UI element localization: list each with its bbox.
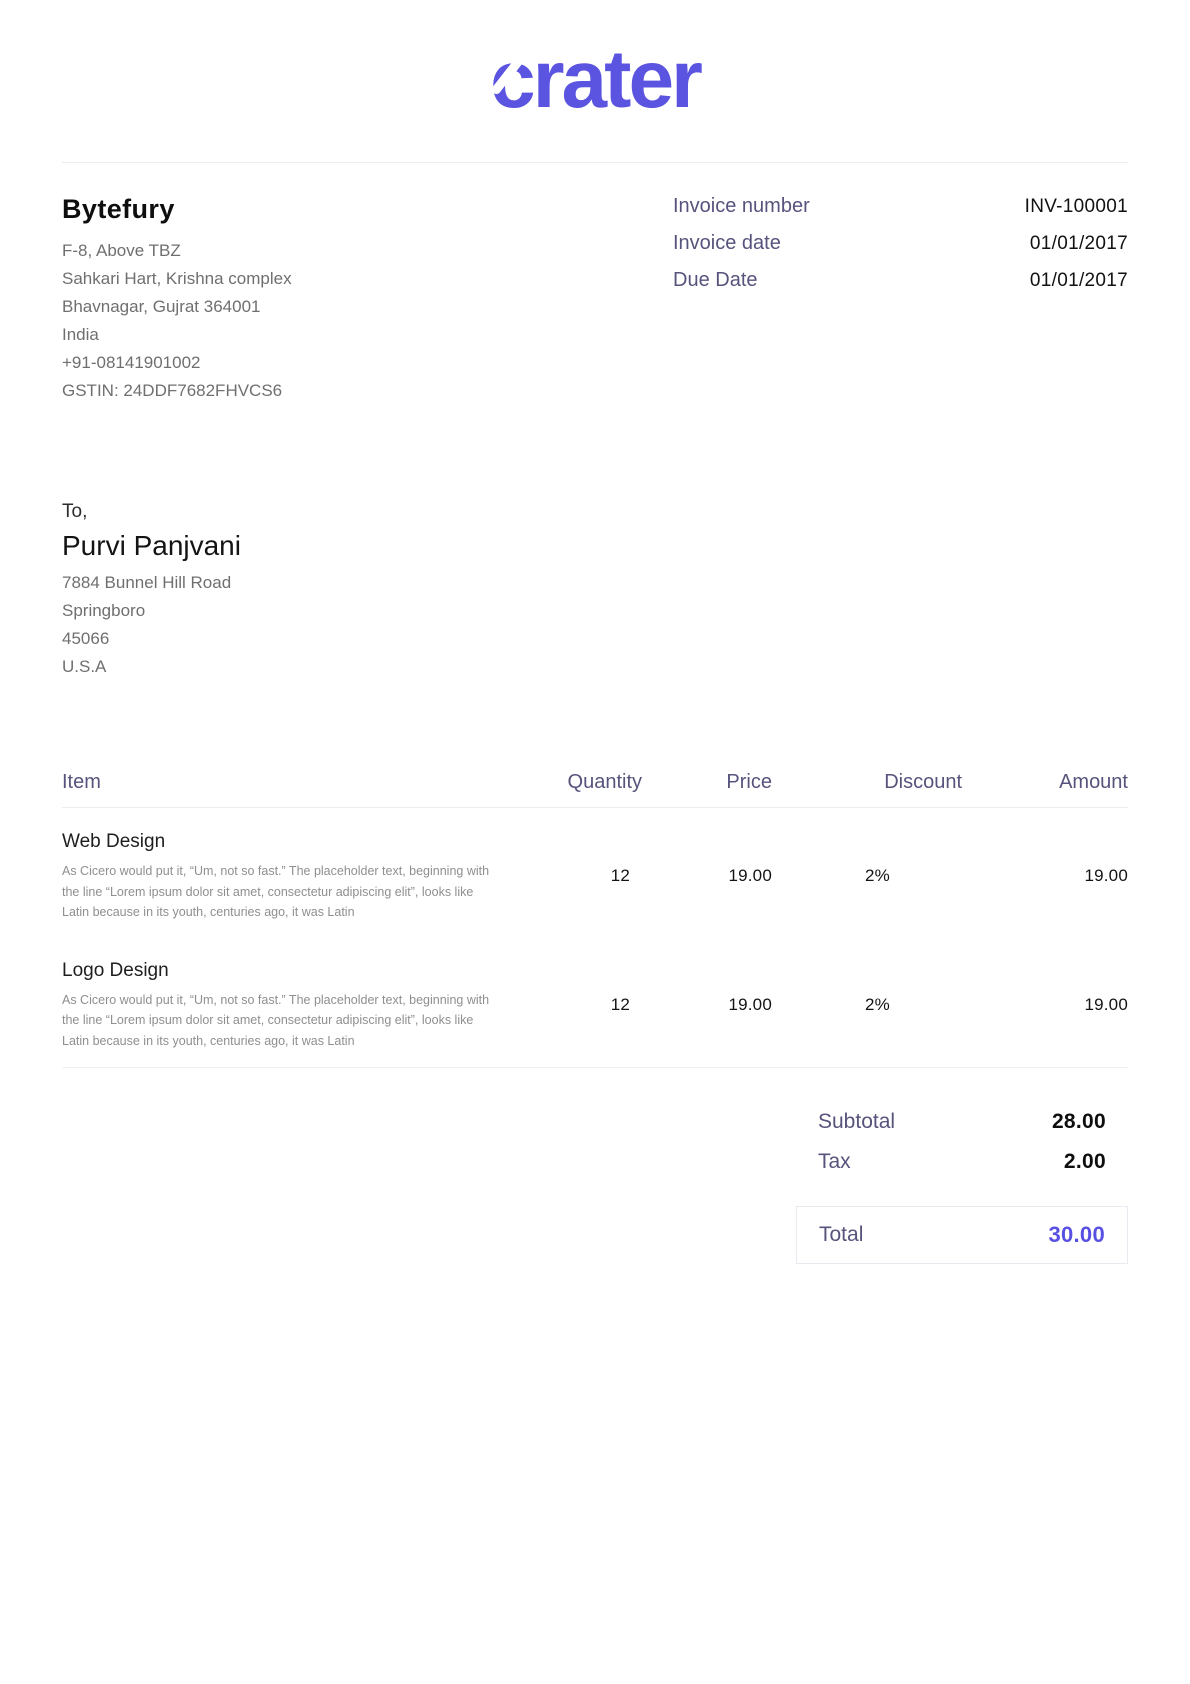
- item-name: Logo Design: [62, 959, 169, 981]
- company-block: Bytefury F-8, Above TBZ Sahkari Hart, Kr…: [62, 193, 292, 405]
- tax-value: 2.00: [1063, 1150, 1106, 1173]
- invoice-number-row: Invoice number INV-100001: [673, 195, 1128, 218]
- item-description: As Cicero would put it, “Um, not so fast…: [62, 864, 490, 919]
- total-value: 30.00: [1048, 1222, 1105, 1247]
- tax-label: Tax: [818, 1150, 851, 1173]
- invoice-number-label: Invoice number: [673, 195, 810, 217]
- customer-address-line: 45066: [62, 629, 110, 648]
- item-price: 19.00: [728, 994, 772, 1014]
- item-amount: 19.00: [1084, 994, 1128, 1014]
- item-name: Web Design: [62, 831, 166, 852]
- invoice-number-value: INV-100001: [1024, 196, 1128, 217]
- company-address: F-8, Above TBZ Sahkari Hart, Krishna com…: [62, 237, 292, 405]
- subtotal-value: 28.00: [1051, 1110, 1106, 1133]
- column-header-amount: Amount: [1059, 771, 1128, 793]
- totals-block: Subtotal 28.00 Tax 2.00 Total 30.00: [796, 1110, 1128, 1264]
- company-address-line: F-8, Above TBZ: [62, 241, 181, 260]
- invoice-meta-block: Invoice number INV-100001 Invoice date 0…: [673, 193, 1128, 405]
- customer-name: Purvi Panjvani: [62, 530, 241, 561]
- item-amount: 19.00: [1084, 866, 1128, 885]
- table-header-row: Item Quantity Price Discount Amount: [62, 771, 1128, 808]
- company-address-line: Sahkari Hart, Krishna complex: [62, 269, 292, 288]
- due-date-label: Due Date: [673, 269, 758, 291]
- subtotal-label: Subtotal: [818, 1110, 896, 1133]
- customer-address-line: U.S.A: [62, 657, 107, 676]
- company-phone: +91-08141901002: [62, 353, 201, 372]
- due-date-value: 01/01/2017: [1029, 270, 1128, 291]
- item-description: As Cicero would put it, “Um, not so fast…: [62, 992, 490, 1048]
- invoice-date-label: Invoice date: [673, 232, 781, 254]
- item-discount: 2%: [865, 994, 890, 1014]
- customer-address: 7884 Bunnel Hill Road Springboro 45066 U…: [62, 569, 1128, 681]
- item-cell: Logo Design As Cicero would put it, “Um,…: [62, 957, 502, 1052]
- company-address-line: Bhavnagar, Gujrat 364001: [62, 297, 261, 316]
- item-quantity: 12: [610, 866, 630, 885]
- table-row: Web Design As Cicero would put it, “Um, …: [62, 808, 1128, 937]
- company-address-line: India: [62, 325, 99, 344]
- crater-logo: crater: [490, 34, 703, 125]
- item-price: 19.00: [728, 866, 772, 885]
- company-name: Bytefury: [62, 194, 175, 224]
- invoice-header: crater: [62, 0, 1128, 128]
- due-date-row: Due Date 01/01/2017: [673, 269, 1128, 292]
- item-discount: 2%: [865, 866, 890, 885]
- line-items-table: Item Quantity Price Discount Amount Web …: [62, 771, 1128, 1068]
- total-label: Total: [819, 1223, 864, 1246]
- bill-to-prefix: To,: [62, 501, 88, 522]
- item-cell: Web Design As Cicero would put it, “Um, …: [62, 828, 502, 923]
- column-header-discount: Discount: [884, 771, 962, 793]
- customer-address-line: Springboro: [62, 601, 146, 620]
- column-header-quantity: Quantity: [567, 771, 642, 793]
- invoice-date-value: 01/01/2017: [1029, 233, 1128, 254]
- table-bottom-divider: [62, 1067, 1128, 1068]
- bill-to-block: To, Purvi Panjvani 7884 Bunnel Hill Road…: [62, 499, 1128, 681]
- table-row: Logo Design As Cicero would put it, “Um,…: [62, 937, 1128, 1066]
- grand-total-box: Total 30.00: [796, 1206, 1128, 1264]
- invoice-top-section: Bytefury F-8, Above TBZ Sahkari Hart, Kr…: [62, 163, 1128, 405]
- subtotal-row: Subtotal 28.00: [796, 1110, 1128, 1134]
- invoice-date-row: Invoice date 01/01/2017: [673, 232, 1128, 255]
- item-quantity: 12: [610, 994, 630, 1014]
- company-gstin: GSTIN: 24DDF7682FHVCS6: [62, 381, 283, 400]
- column-header-price: Price: [726, 771, 772, 793]
- tax-row: Tax 2.00: [796, 1150, 1128, 1174]
- header-divider: [62, 162, 1128, 163]
- column-header-item: Item: [62, 771, 101, 793]
- customer-address-line: 7884 Bunnel Hill Road: [62, 573, 232, 592]
